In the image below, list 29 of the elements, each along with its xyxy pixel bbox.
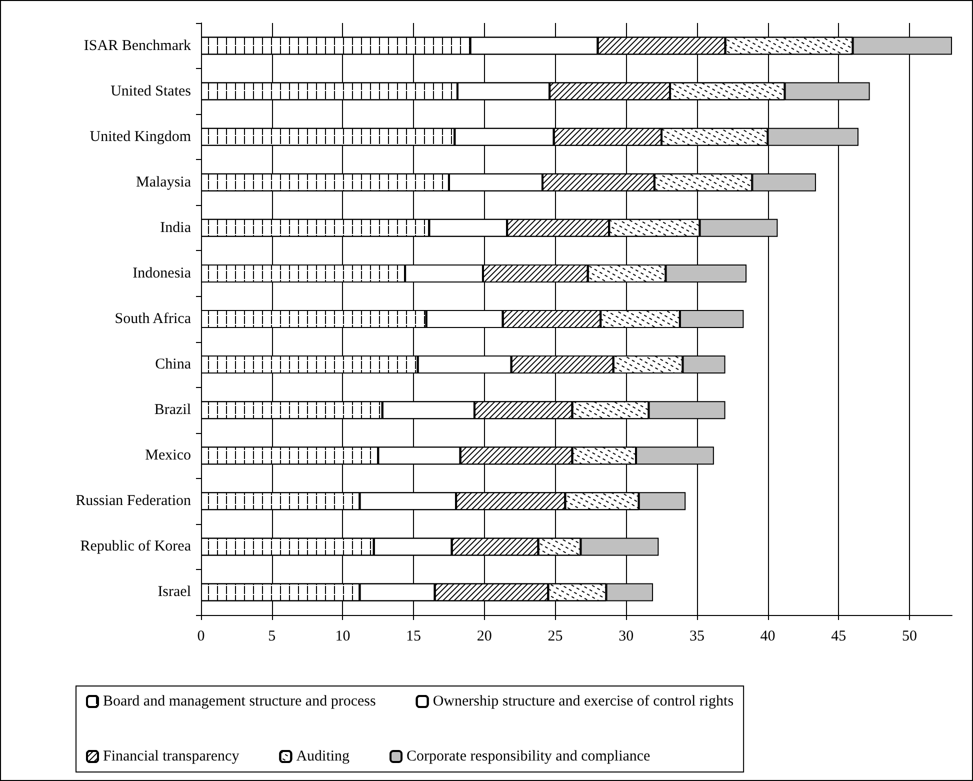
- y-tick-label: Mexico: [145, 448, 191, 464]
- x-tick-label: 15: [406, 628, 422, 644]
- y-tick-label: Malaysia: [136, 174, 192, 190]
- legend-label: Ownership structure and exercise of control rights: [432, 694, 734, 710]
- x-tick-label: 20: [476, 628, 492, 644]
- y-tick-label: United States: [110, 83, 192, 100]
- y-tick-label: United Kingdom: [90, 128, 192, 145]
- legend-label: Auditing: [296, 748, 350, 764]
- y-tick-label: Indonesia: [132, 265, 192, 282]
- x-tick-label: 10: [335, 628, 350, 644]
- y-tick-label: Republic of Korea: [80, 538, 192, 555]
- legend-label: Corporate responsibility and compliance: [406, 748, 651, 764]
- y-tick-label: Russian Federation: [76, 493, 192, 510]
- x-tick-label: 50: [902, 628, 917, 644]
- x-tick-label: 35: [689, 628, 704, 644]
- y-tick-label: ISAR Benchmark: [84, 38, 192, 54]
- y-tick-label: India: [160, 220, 192, 236]
- y-tick-label: China: [155, 356, 192, 373]
- x-tick-label: 5: [268, 628, 276, 644]
- x-tick-label: 0: [197, 628, 205, 644]
- y-tick-label: Brazil: [154, 402, 191, 418]
- legend-label: Financial transparency: [103, 748, 240, 764]
- legend-label: Board and management structure and process: [103, 694, 376, 710]
- x-tick-label: 40: [760, 628, 776, 644]
- x-tick-label: 45: [831, 628, 846, 644]
- x-tick-label: 25: [548, 628, 563, 644]
- y-tick-label: Israel: [158, 584, 191, 600]
- y-tick-label: South Africa: [114, 311, 192, 327]
- x-tick-label: 30: [618, 628, 634, 644]
